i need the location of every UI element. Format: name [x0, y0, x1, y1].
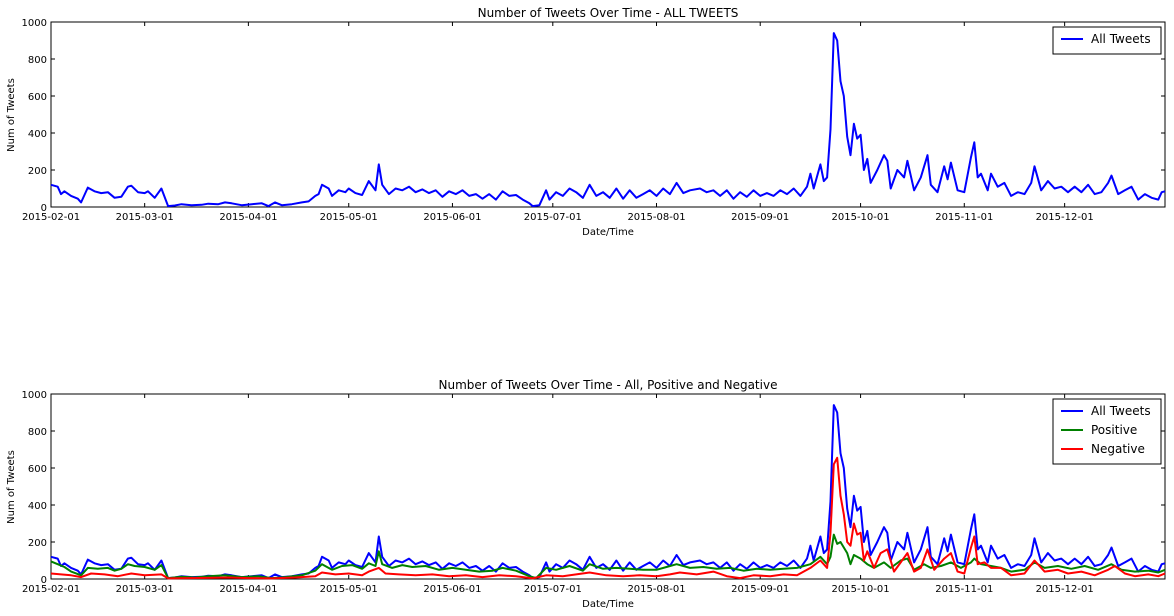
legend: All Tweets Positive Negative: [1052, 398, 1162, 465]
y-tick-label: 1000: [22, 390, 47, 401]
x-tick-label: 2015-07-01: [524, 212, 582, 223]
x-tick-label: 2015-02-01: [22, 212, 80, 223]
plot-area: [50, 393, 1166, 580]
y-tick-label: 800: [28, 427, 47, 438]
plot-area: [50, 21, 1166, 208]
y-tick-label: 600: [28, 464, 47, 475]
x-tick-label: 2015-03-01: [116, 212, 174, 223]
legend-label: All Tweets: [1091, 32, 1151, 46]
y-axis-label: Num of Tweets: [6, 450, 17, 524]
x-tick-label: 2015-10-01: [832, 212, 890, 223]
chart-title: Number of Tweets Over Time - ALL TWEETS: [478, 6, 739, 20]
x-tick-label: 2015-10-01: [832, 584, 890, 595]
chart-title: Number of Tweets Over Time - All, Positi…: [439, 378, 778, 392]
series-line-negative: [50, 456, 1166, 580]
x-tick-label: 2015-02-01: [22, 584, 80, 595]
legend-box: [1052, 398, 1162, 465]
x-tick-label: 2015-06-01: [423, 212, 481, 223]
y-tick-label: 200: [28, 538, 47, 549]
x-tick-label: 2015-04-01: [219, 584, 277, 595]
x-tick-label: 2015-05-01: [320, 584, 378, 595]
x-tick-label: 2015-12-01: [1036, 584, 1094, 595]
y-tick-label: 400: [28, 501, 47, 512]
x-tick-label: 2015-07-01: [524, 584, 582, 595]
chart-all-positive-negative: Number of Tweets Over Time - All, Positi…: [6, 378, 1166, 610]
legend-label: All Tweets: [1091, 404, 1151, 418]
x-tick-label: 2015-08-01: [627, 212, 685, 223]
y-tick-label: 0: [41, 203, 47, 214]
y-tick-label: 400: [28, 129, 47, 140]
x-tick-label: 2015-06-01: [423, 584, 481, 595]
chart-all-tweets: Number of Tweets Over Time - ALL TWEETS …: [6, 6, 1166, 238]
y-tick-label: 600: [28, 92, 47, 103]
x-axis-label: Date/Time: [582, 227, 634, 238]
x-tick-label: 2015-09-01: [731, 584, 789, 595]
x-tick-label: 2015-11-01: [935, 584, 993, 595]
x-tick-label: 2015-11-01: [935, 212, 993, 223]
legend-box: [1052, 26, 1162, 55]
legend-label: Positive: [1091, 423, 1137, 437]
x-tick-label: 2015-05-01: [320, 212, 378, 223]
legend-label: Negative: [1091, 442, 1145, 456]
y-axis-label: Num of Tweets: [6, 78, 17, 152]
y-tick-label: 0: [41, 575, 47, 586]
x-tick-label: 2015-08-01: [627, 584, 685, 595]
x-tick-label: 2015-03-01: [116, 584, 174, 595]
x-tick-label: 2015-04-01: [219, 212, 277, 223]
x-axis-label: Date/Time: [582, 599, 634, 610]
x-tick-label: 2015-09-01: [731, 212, 789, 223]
y-tick-label: 200: [28, 166, 47, 177]
x-tick-label: 2015-12-01: [1036, 212, 1094, 223]
series-line-all-tweets: [50, 32, 1166, 208]
legend: All Tweets: [1052, 26, 1162, 55]
y-tick-label: 1000: [22, 18, 47, 29]
y-tick-label: 800: [28, 55, 47, 66]
